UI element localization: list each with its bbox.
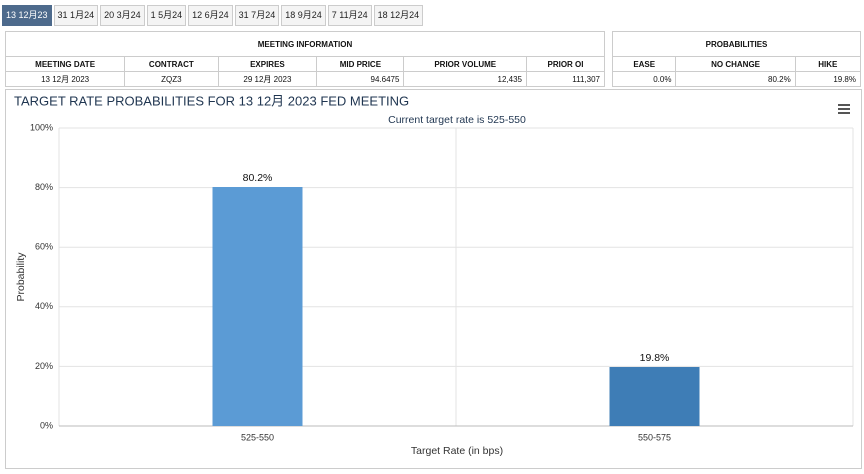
probabilities-table: PROBABILITIES EASE NO CHANGE HIKE 0.0% 80.2% 1… xyxy=(611,31,862,87)
data-label: 80.2% xyxy=(243,172,273,184)
column-header: HIKE xyxy=(794,56,862,72)
column-header: CONTRACT xyxy=(124,56,219,72)
meeting-tab[interactable]: 31 1月24 xyxy=(53,5,99,26)
y-tick-label: 20% xyxy=(35,361,53,371)
x-tick-label: 550-575 xyxy=(638,432,671,442)
table-title: PROBABILITIES xyxy=(612,31,861,57)
table-cell: 111,307 xyxy=(526,71,605,87)
header-row: MEETING DATE CONTRACT EXPIRES MID PRICE PRIO… xyxy=(4,56,605,72)
column-header: EXPIRES xyxy=(217,56,318,72)
chart-panel: TARGET RATE PROBABILITIES FOR 13 12月 202… xyxy=(5,89,862,469)
meeting-tab[interactable]: 12 6月24 xyxy=(188,5,233,26)
table-cell: ZQZ3 xyxy=(124,71,219,87)
chart: TARGET RATE PROBABILITIES FOR 13 12月 202… xyxy=(14,93,854,457)
column-header: MEETING DATE xyxy=(4,56,126,72)
meeting-tab[interactable]: 1 5月24 xyxy=(146,5,187,26)
data-label: 19.8% xyxy=(640,352,670,364)
y-tick-label: 60% xyxy=(35,242,53,252)
column-header: PRIOR VOLUME xyxy=(403,56,527,72)
y-tick-label: 0% xyxy=(40,420,53,430)
y-tick-label: 100% xyxy=(30,122,53,132)
meeting-tab[interactable]: 18 12月24 xyxy=(373,5,424,26)
meeting-tab[interactable]: 31 7月24 xyxy=(234,5,280,26)
table-cell: 13 12月 2023 xyxy=(4,71,126,87)
data-row: 0.0% 80.2% 19.8% xyxy=(611,71,862,87)
meeting-tab[interactable]: 13 12月23 xyxy=(2,5,52,26)
table-title: MEETING INFORMATION xyxy=(5,31,605,57)
table-cell: 80.2% xyxy=(675,71,796,87)
meeting-table: MEETING INFORMATION MEETING DATE CONTRACT E… xyxy=(4,31,605,87)
bar xyxy=(212,187,303,426)
x-tick-label: 525-550 xyxy=(241,432,274,442)
title-row: MEETING INFORMATION xyxy=(5,31,605,57)
column-header: PRIOR OI xyxy=(526,56,605,72)
title-row: PROBABILITIES xyxy=(612,31,861,57)
table-cell: 94.6475 xyxy=(316,71,405,87)
meeting-tab[interactable]: 18 9月24 xyxy=(281,5,326,26)
table-cell: 29 12月 2023 xyxy=(217,71,318,87)
column-header: MID PRICE xyxy=(316,56,405,72)
table-cell: 12,435 xyxy=(403,71,527,87)
y-tick-label: 40% xyxy=(35,301,53,311)
menu-icon[interactable] xyxy=(838,104,850,114)
bar xyxy=(609,366,700,426)
table-cell: 0.0% xyxy=(611,71,677,87)
chart-subtitle: Current target rate is 525-550 xyxy=(388,114,526,126)
data-row: 13 12月 2023 ZQZ3 29 12月 2023 94.6475 12,435 1… xyxy=(4,71,605,87)
y-axis-label: Probability xyxy=(15,252,27,302)
meeting-tab[interactable]: 20 3月24 xyxy=(100,5,145,26)
tab-bar: 13 12月23 31 1月24 20 3月24 1 5月24 12 6月24 31 7月… xyxy=(2,5,424,26)
y-tick-label: 80% xyxy=(35,182,53,192)
header-row: EASE NO CHANGE HIKE xyxy=(611,56,862,72)
x-axis-label: Target Rate (in bps) xyxy=(411,445,503,457)
column-header: EASE xyxy=(611,56,677,72)
column-header: NO CHANGE xyxy=(675,56,796,72)
table-cell: 19.8% xyxy=(794,71,862,87)
chart-title: TARGET RATE PROBABILITIES FOR 13 12月 202… xyxy=(14,93,409,108)
meeting-tab[interactable]: 7 11月24 xyxy=(327,5,372,26)
